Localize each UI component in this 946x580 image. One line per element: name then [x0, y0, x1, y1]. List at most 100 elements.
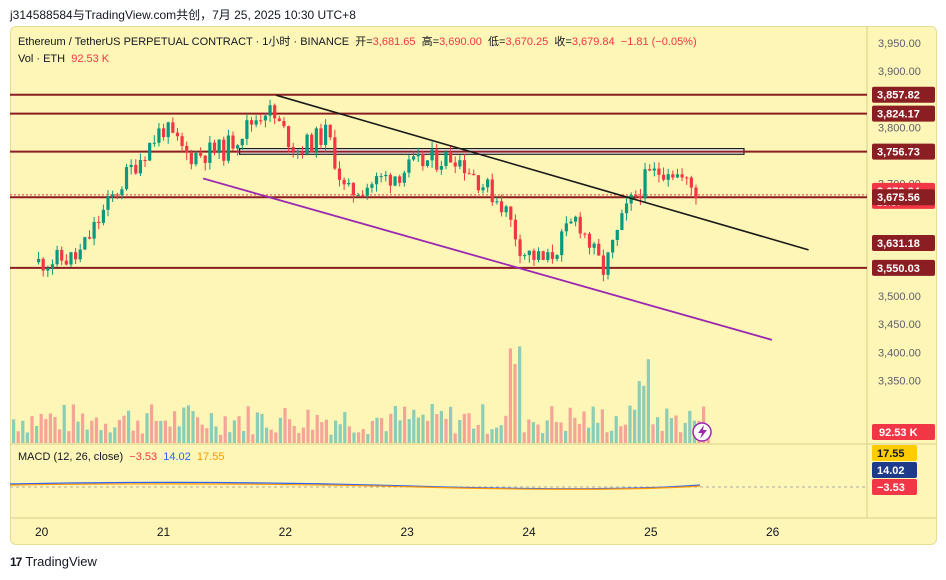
candle-body: [620, 213, 624, 230]
volume-value: 92.53 K: [71, 53, 110, 65]
candle-body: [333, 137, 337, 169]
symbol-title[interactable]: Ethereum / TetherUS PERPETUAL CONTRACT ·…: [18, 36, 350, 48]
candle-body: [435, 149, 439, 170]
volume-bar: [232, 420, 236, 443]
channel-line[interactable]: [202, 177, 773, 341]
volume-bar: [329, 434, 333, 443]
footer-brand: 17 TradingView: [10, 554, 97, 569]
candle-body: [536, 251, 541, 260]
volume-bar: [76, 421, 80, 443]
volume-bar: [384, 431, 388, 443]
volume-bar: [573, 417, 577, 443]
candle-body: [175, 132, 180, 137]
volume-bar: [117, 419, 121, 443]
candle-body: [370, 184, 374, 188]
x-tick-label: 21: [157, 525, 171, 539]
volume-bar: [94, 417, 98, 443]
volume-bar: [531, 422, 535, 443]
volume-bar: [127, 410, 131, 443]
volume-bar: [674, 415, 678, 443]
volume-bar: [545, 420, 549, 443]
macd-label[interactable]: MACD (12, 26, close): [18, 451, 124, 463]
candle-body: [101, 209, 105, 223]
volume-tag-label: 92.53 K: [879, 427, 918, 439]
candle-body: [416, 153, 420, 157]
volume-bar: [205, 428, 209, 443]
candle-body: [597, 243, 601, 256]
volume-bar: [16, 431, 20, 443]
candle-body: [495, 201, 499, 203]
candle-body: [476, 175, 480, 191]
candle-body: [337, 168, 342, 180]
volume-bar: [136, 420, 140, 443]
candle-body: [356, 195, 360, 197]
volume-bar: [623, 424, 627, 443]
volume-bar: [541, 433, 545, 443]
candle-body: [286, 126, 291, 147]
candle-body: [231, 135, 235, 149]
open-label: 开=: [355, 36, 373, 48]
candle-body: [398, 176, 402, 183]
candle-body: [143, 160, 147, 162]
volume-bar: [665, 408, 669, 443]
volume-bar: [499, 425, 503, 443]
volume-bar: [251, 434, 255, 443]
candle-body: [578, 216, 582, 234]
volume-bar: [656, 417, 660, 443]
candle-body: [180, 136, 184, 147]
volume-bar: [407, 419, 411, 443]
price-chart[interactable]: 3,950.003,900.003,800.003,700.003,500.00…: [10, 26, 937, 545]
volume-bar: [81, 413, 85, 443]
volume-bar: [416, 417, 420, 443]
macd-legend: MACD (12, 26, close) −3.53 14.02 17.55: [18, 451, 224, 463]
volume-bar: [145, 413, 149, 443]
candle-body: [671, 174, 675, 178]
x-tick-label: 26: [766, 525, 780, 539]
volume-bar: [265, 427, 269, 443]
volume-bar: [186, 405, 190, 443]
volume-bar: [421, 414, 425, 443]
volume-label: Vol · ETH: [18, 53, 66, 65]
volume-bar: [39, 413, 43, 443]
descending-trendline[interactable]: [275, 94, 809, 251]
candle-body: [527, 250, 531, 256]
volume-bar: [58, 429, 62, 443]
volume-bar: [633, 409, 637, 443]
volume-bar: [214, 426, 218, 443]
candle-body: [194, 153, 198, 165]
volume-bar: [587, 427, 591, 443]
candle-body: [379, 176, 383, 178]
candle-body: [638, 196, 643, 199]
volume-bar: [577, 423, 581, 443]
candle-body: [120, 189, 124, 196]
candle-body: [550, 252, 555, 259]
volume-bar: [334, 420, 338, 443]
candle-body: [615, 229, 619, 240]
candle-body: [249, 120, 254, 125]
chart-panel[interactable]: [10, 26, 937, 545]
volume-bar: [150, 404, 154, 443]
candle-body: [685, 177, 689, 179]
candle-body: [555, 255, 559, 259]
candle-body: [513, 219, 518, 240]
candle-body: [282, 120, 286, 127]
volume-bar: [292, 426, 296, 443]
candle-body: [365, 187, 369, 196]
x-tick-label: 24: [522, 525, 536, 539]
x-tick-label: 25: [644, 525, 658, 539]
candle-body: [453, 162, 457, 167]
candle-body: [458, 160, 462, 167]
volume-bar: [637, 381, 641, 443]
candle-body: [291, 146, 295, 152]
y-tick-label: 3,450.00: [878, 319, 921, 331]
volume-bar: [71, 404, 75, 443]
x-tick-label: 22: [279, 525, 293, 539]
volume-bar: [605, 432, 609, 443]
volume-bar: [646, 359, 650, 443]
candle-body: [449, 151, 453, 163]
candle-body: [222, 139, 226, 161]
candle-body: [374, 176, 379, 185]
volume-bar: [168, 426, 172, 443]
volume-bar: [278, 417, 282, 443]
candle-body: [652, 168, 656, 171]
